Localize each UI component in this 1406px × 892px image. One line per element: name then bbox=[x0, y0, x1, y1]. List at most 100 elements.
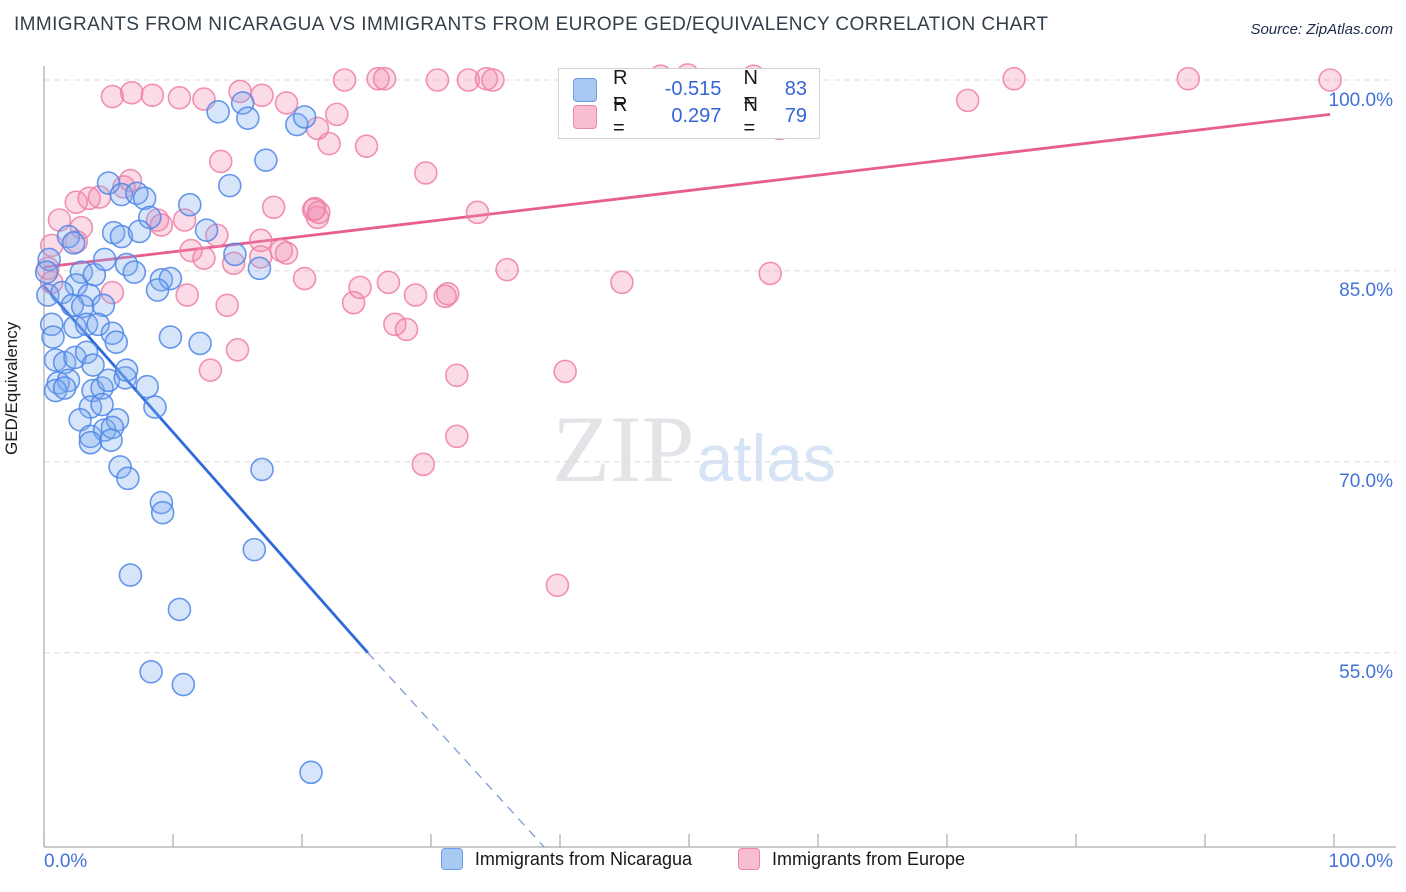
scatter-point-nicaragua bbox=[113, 366, 138, 390]
scatter-point-europe bbox=[192, 246, 216, 270]
stats-row-europe: R = 0.297 N = 79 bbox=[573, 94, 808, 139]
scatter-point-nicaragua bbox=[250, 457, 274, 482]
series-legend: Immigrants from Nicaragua Immigrants fro… bbox=[0, 848, 1406, 870]
europe-swatch-icon bbox=[738, 848, 760, 870]
scatter-point-nicaragua bbox=[108, 455, 132, 479]
scatter-point-nicaragua bbox=[127, 219, 152, 244]
scatter-point-europe bbox=[303, 196, 327, 221]
scatter-point-europe bbox=[64, 190, 89, 214]
r-value-europe: 0.297 bbox=[671, 105, 722, 127]
scatter-point-nicaragua bbox=[139, 660, 163, 684]
scatter-point-nicaragua bbox=[135, 374, 159, 399]
scatter-point-europe bbox=[100, 84, 125, 109]
scatter-point-europe bbox=[394, 317, 419, 342]
scatter-point-europe bbox=[292, 266, 317, 291]
scatter-point-europe bbox=[179, 238, 203, 263]
stats-row-nicaragua: R = -0.515 N = 83 bbox=[573, 67, 808, 112]
scatter-point-nicaragua bbox=[39, 312, 64, 337]
scatter-point-europe bbox=[758, 261, 783, 286]
n-label: N = bbox=[743, 93, 758, 139]
scatter-point-europe bbox=[208, 149, 233, 174]
scatter-point-nicaragua bbox=[116, 466, 140, 491]
scatter-point-nicaragua bbox=[70, 294, 95, 319]
scatter-point-europe bbox=[172, 208, 197, 232]
scatter-point-europe bbox=[175, 283, 199, 307]
scatter-point-europe bbox=[248, 228, 273, 253]
scatter-point-nicaragua bbox=[171, 672, 196, 697]
scatter-point-europe bbox=[306, 200, 331, 225]
scatter-point-nicaragua bbox=[292, 105, 317, 129]
scatter-point-nicaragua bbox=[41, 325, 65, 349]
y-tick-label-70: 70.0% bbox=[1339, 471, 1393, 492]
x-tick-label-100: 100.0% bbox=[1328, 851, 1393, 872]
scatter-point-europe bbox=[411, 452, 436, 477]
y-tick-label-100: 100.0% bbox=[1328, 90, 1393, 111]
scatter-point-nicaragua bbox=[90, 392, 114, 417]
scatter-point-nicaragua bbox=[78, 430, 103, 455]
scatter-point-nicaragua bbox=[43, 348, 68, 372]
scatter-point-nicaragua bbox=[74, 340, 99, 365]
scatter-point-europe bbox=[553, 359, 577, 384]
scatter-point-europe bbox=[167, 86, 192, 110]
n-value-europe: 79 bbox=[784, 105, 808, 127]
r-label: R = bbox=[613, 66, 628, 112]
scatter-point-europe bbox=[1176, 66, 1201, 91]
nicaragua-trendline bbox=[42, 285, 369, 654]
scatter-point-europe bbox=[348, 275, 372, 300]
scatter-point-europe bbox=[414, 161, 438, 185]
scatter-point-nicaragua bbox=[104, 330, 129, 354]
scatter-point-europe bbox=[274, 91, 299, 115]
scatter-point-nicaragua bbox=[90, 376, 114, 400]
scatter-point-europe bbox=[225, 338, 250, 362]
scatter-point-europe bbox=[100, 280, 125, 305]
n-value-nicaragua: 83 bbox=[784, 78, 808, 100]
scatter-point-europe bbox=[354, 134, 379, 158]
scatter-point-nicaragua bbox=[247, 256, 272, 281]
stats-legend: R = -0.515 N = 83 R = 0.297 N = 79 bbox=[558, 67, 820, 139]
scatter-point-nicaragua bbox=[91, 293, 116, 318]
scatter-point-europe bbox=[955, 88, 980, 113]
y-tick-label-55: 55.0% bbox=[1339, 662, 1393, 683]
scatter-point-europe bbox=[444, 424, 469, 449]
scatter-point-nicaragua bbox=[143, 395, 167, 419]
scatter-point-nicaragua bbox=[217, 173, 242, 198]
scatter-point-nicaragua bbox=[230, 91, 255, 115]
scatter-point-nicaragua bbox=[194, 218, 219, 242]
scatter-point-nicaragua bbox=[109, 224, 134, 249]
scatter-point-nicaragua bbox=[118, 563, 143, 587]
r-value-nicaragua: -0.515 bbox=[664, 78, 722, 100]
europe-trendline bbox=[43, 112, 1331, 269]
scatter-point-europe bbox=[1318, 68, 1342, 92]
n-label: N = bbox=[743, 66, 758, 112]
scatter-point-europe bbox=[119, 80, 144, 105]
scatter-point-europe bbox=[274, 241, 299, 265]
scatter-point-nicaragua bbox=[92, 247, 117, 272]
scatter-point-europe bbox=[481, 68, 505, 92]
scatter-point-nicaragua bbox=[43, 378, 68, 403]
scatter-point-nicaragua bbox=[206, 100, 230, 124]
scatter-point-nicaragua bbox=[150, 500, 175, 525]
scatter-point-europe bbox=[261, 195, 286, 220]
scatter-point-nicaragua bbox=[122, 260, 147, 284]
scatter-point-nicaragua bbox=[299, 760, 323, 785]
scatter-point-europe bbox=[456, 68, 481, 92]
scatter-point-nicaragua bbox=[63, 315, 87, 339]
scatter-point-europe bbox=[69, 215, 94, 240]
scatter-point-nicaragua bbox=[188, 331, 212, 356]
nicaragua-trendline-extension bbox=[367, 652, 546, 848]
scatter-point-europe bbox=[341, 290, 366, 315]
scatter-point-nicaragua bbox=[132, 186, 157, 211]
scatter-point-nicaragua bbox=[236, 106, 260, 130]
scatter-point-europe bbox=[325, 102, 349, 127]
scatter-point-europe bbox=[435, 282, 460, 306]
scatter-point-europe bbox=[221, 251, 246, 276]
scatter-point-nicaragua bbox=[36, 283, 60, 307]
scatter-point-europe bbox=[465, 200, 490, 225]
scatter-point-nicaragua bbox=[177, 192, 202, 217]
nicaragua-swatch-icon bbox=[440, 848, 463, 870]
scatter-point-europe bbox=[149, 213, 174, 237]
legend-label-nicaragua: Immigrants from Nicaragua bbox=[474, 848, 692, 869]
scatter-point-nicaragua bbox=[114, 358, 139, 382]
scatter-point-nicaragua bbox=[254, 148, 278, 172]
